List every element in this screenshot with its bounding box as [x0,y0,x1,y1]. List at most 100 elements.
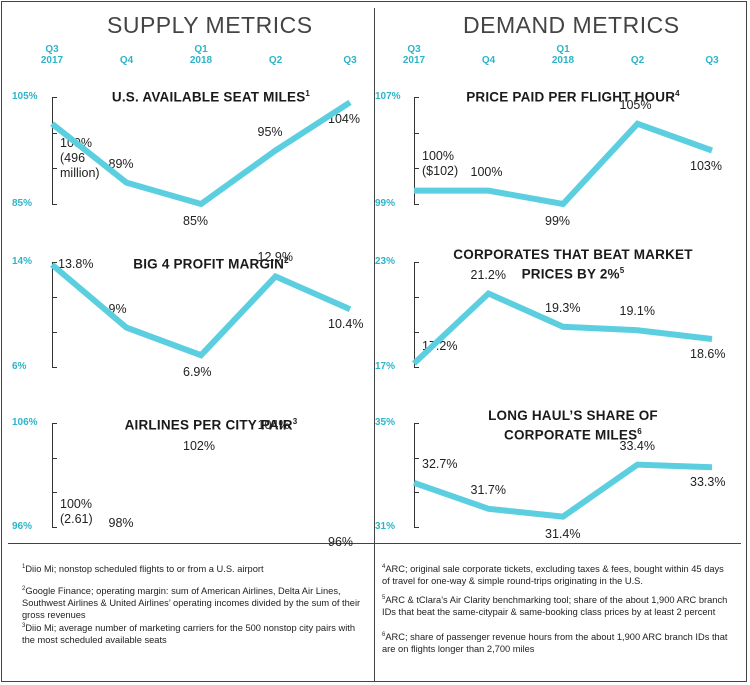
data-label: 12.9% [258,250,293,265]
y-axis-tick [414,97,419,98]
footnote-number: 3 [22,623,26,629]
y-axis-tick [52,457,57,459]
y-axis-tick [414,132,419,134]
quarter-header-line1: Q1 [556,44,570,55]
panel-title: AIRLINES PER CITY PAIR3 [72,414,350,434]
quarter-header-line1: Q1 [194,44,208,55]
y-axis-tick [52,367,57,368]
y-axis-tick [414,367,419,368]
y-axis [52,97,53,204]
y-axis-tick [414,297,419,298]
data-label: 89% [109,157,134,172]
footnote-number: 5 [382,595,386,601]
data-label-text: (496 [60,150,86,165]
data-label-text: 99% [545,214,571,228]
data-label-text: 33.3% [690,475,726,490]
data-label-text: 32.7% [422,456,458,471]
y-axis-tick [52,332,57,333]
supply-metrics-title: SUPPLY METRICS [107,12,313,38]
data-label: 6.9% [183,365,212,380]
data-label: 31.4% [545,527,580,542]
data-label: 10.4% [328,317,363,332]
quarter-header: Q2 [256,44,296,66]
footnote-divider [8,543,741,544]
quarter-header: Q1 2018 [543,44,583,66]
footnote-number: 1 [22,564,26,570]
y-axis-tick [414,262,419,263]
column-divider [374,8,375,682]
y-axis-tick [52,204,57,205]
data-label: 21.2% [471,268,506,283]
y-tick-label: 99% [375,198,396,209]
quarter-header-line2: Q3 [343,55,357,66]
y-axis-tick [414,457,419,459]
y-axis-tick [52,262,57,263]
y-axis-tick [52,423,57,424]
data-label: 103% [690,159,722,174]
data-label-text: 104% [257,417,290,432]
data-label-text: 100% [422,148,454,163]
series-line [413,461,713,520]
data-label: 85% [183,214,208,229]
data-label: 18.6% [690,347,725,362]
data-label-text: 31.7% [470,482,506,497]
data-label: 105% [620,98,652,113]
quarter-header-line2: Q4 [119,55,134,66]
panel-title-text: BIG 4 PROFIT MARGIN [133,256,285,272]
data-label-text: 33.4% [619,438,655,453]
quarter-header: Q1 2018 [181,44,221,66]
data-label: 33.3% [690,475,725,490]
data-label-text: 21.2% [470,267,506,282]
y-axis [414,262,415,367]
footnote: 4ARC; original sale corporate tickets, e… [382,561,732,587]
footnote-text: ARC; original sale corporate tickets, ex… [382,564,724,587]
data-label: 104% [258,418,290,433]
y-axis-tick [52,168,57,170]
data-label-text: 104% [328,112,360,127]
footnote-ref: 3 [292,417,298,426]
data-label-text: 95% [257,124,283,139]
data-label: 98% [109,516,134,531]
panel-title: PRICE PAID PER FLIGHT HOUR4 [434,86,712,106]
series-line [414,120,714,208]
footnote-text: Google Finance; operating margin: sum of… [22,586,361,621]
data-label: 102% [183,439,215,454]
panel-title-text: LONG HAUL’S SHARE OF [488,408,658,423]
footnote-number: 2 [22,586,26,592]
data-label-text: 85% [183,214,209,228]
y-tick-label: 35% [375,417,396,428]
panel-title-text: CORPORATES THAT BEAT MARKET [453,247,693,262]
y-axis-tick [52,97,57,98]
data-label-text: 100% [60,497,92,512]
series-line [50,262,352,359]
data-label: 100% [471,165,503,180]
data-label: 19.3% [545,301,580,316]
y-axis [414,423,415,527]
y-tick-label: 106% [12,417,38,428]
y-tick-label: 6% [12,361,27,372]
quarter-header-line1: Q3 [407,44,421,55]
footnote-ref: 2 [284,256,289,265]
y-tick-label: 105% [12,91,38,102]
footnote-number: 6 [382,632,386,638]
footnote-ref: 1 [305,89,311,98]
data-label: 104% [328,112,360,127]
data-label-text: 105% [619,97,652,112]
footnote: 1Diio Mi; nonstop scheduled flights to o… [22,561,367,575]
data-label: 32.7% [422,457,457,472]
footnote-ref: 4 [675,89,680,98]
data-label-text: 98% [108,516,134,531]
data-label-text: ($102) [422,163,459,178]
data-label-text: 96% [328,535,354,549]
y-tick-label: 31% [375,521,396,532]
y-axis [52,423,53,527]
data-label-text: 12.9% [257,250,293,265]
data-label-text: 19.1% [619,304,655,319]
y-axis-tick [414,492,419,494]
footnote: 5ARC & tClara’s Air Clarity benchmarking… [382,592,732,618]
quarter-header-line2: 2018 [189,55,213,66]
footnote-text: ARC & tClara’s Air Clarity benchmarking … [382,595,728,618]
y-axis-tick [414,204,419,205]
panel-title-text: CORPORATE MILES [504,427,638,443]
data-label-text: 100% [470,164,503,179]
